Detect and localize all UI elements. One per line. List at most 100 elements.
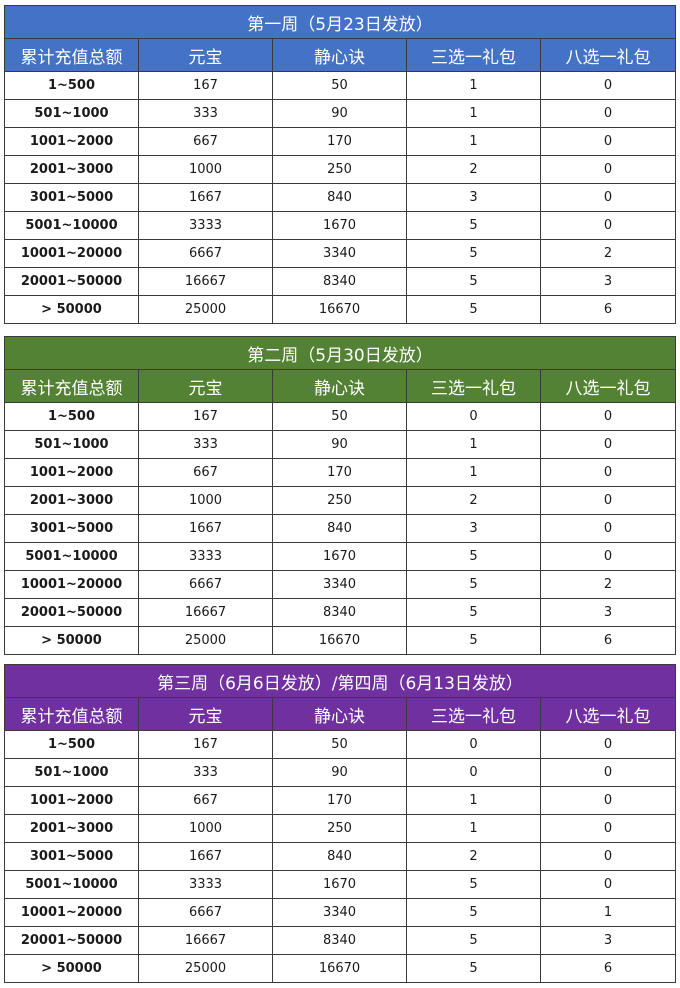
cell-yuanbao: 1000 xyxy=(138,486,273,515)
cell-jingxinjue: 8340 xyxy=(272,598,407,627)
column-header-yuanbao: 元宝 xyxy=(138,38,273,72)
cell-choose-one-of-eight: 2 xyxy=(539,570,677,599)
cell-jingxinjue: 16670 xyxy=(272,626,407,655)
cell-jingxinjue: 90 xyxy=(272,430,407,459)
cell-yuanbao: 25000 xyxy=(138,954,273,983)
table-row: 10001~20000 6667 3340 5 2 xyxy=(4,239,677,268)
cell-yuanbao: 667 xyxy=(138,786,273,815)
cell-yuanbao: 16667 xyxy=(138,926,273,955)
week1-rows: 1~500 167 50 1 0 501~1000 333 90 1 0 1001~2000 667 1… xyxy=(4,71,677,324)
cell-total-recharge: 1~500 xyxy=(4,730,139,759)
cell-total-recharge: 1001~2000 xyxy=(4,786,139,815)
cell-choose-one-of-eight: 0 xyxy=(539,211,677,240)
cell-jingxinjue: 250 xyxy=(272,155,407,184)
cell-choose-one-of-three: 1 xyxy=(406,430,541,459)
cell-choose-one-of-three: 0 xyxy=(406,730,541,759)
cell-total-recharge: 501~1000 xyxy=(4,758,139,787)
week3-rows: 1~500 167 50 0 0 501~1000 333 90 0 0 1001~2000 667 1… xyxy=(4,730,677,983)
table-row: 20001~50000 16667 8340 5 3 xyxy=(4,267,677,296)
cell-choose-one-of-eight: 0 xyxy=(539,758,677,787)
cell-choose-one-of-eight: 0 xyxy=(539,183,677,212)
week1-title: 第一周（5月23日发放） xyxy=(3,5,677,39)
cell-choose-one-of-eight: 6 xyxy=(539,295,677,324)
table-row: 5001~10000 3333 1670 5 0 xyxy=(4,870,677,899)
cell-choose-one-of-eight: 0 xyxy=(539,430,677,459)
table-row: 501~1000 333 90 1 0 xyxy=(4,99,677,128)
cell-yuanbao: 3333 xyxy=(138,211,273,240)
cell-choose-one-of-eight: 0 xyxy=(539,99,677,128)
column-header-jingxinjue: 静心诀 xyxy=(272,369,407,403)
table-row: 3001~5000 1667 840 2 0 xyxy=(4,842,677,871)
cell-yuanbao: 1000 xyxy=(138,155,273,184)
cell-choose-one-of-three: 1 xyxy=(406,71,541,100)
cell-choose-one-of-three: 5 xyxy=(406,598,541,627)
cell-choose-one-of-eight: 0 xyxy=(539,155,677,184)
cell-yuanbao: 167 xyxy=(138,730,273,759)
cell-total-recharge: 10001~20000 xyxy=(4,570,139,599)
cell-total-recharge: 5001~10000 xyxy=(4,542,139,571)
cell-yuanbao: 16667 xyxy=(138,598,273,627)
table-row: 1~500 167 50 0 0 xyxy=(4,402,677,431)
cell-choose-one-of-three: 0 xyxy=(406,758,541,787)
cell-total-recharge: 2001~3000 xyxy=(4,814,139,843)
cell-total-recharge: 501~1000 xyxy=(4,430,139,459)
cell-choose-one-of-three: 5 xyxy=(406,626,541,655)
column-header-total-recharge: 累计充值总额 xyxy=(4,38,139,72)
table-row: 10001~20000 6667 3340 5 2 xyxy=(4,570,677,599)
cell-choose-one-of-eight: 6 xyxy=(539,626,677,655)
cell-total-recharge: 20001~50000 xyxy=(4,267,139,296)
column-header-yuanbao: 元宝 xyxy=(138,697,273,731)
table-row: 501~1000 333 90 1 0 xyxy=(4,430,677,459)
cell-choose-one-of-three: 1 xyxy=(406,786,541,815)
cell-total-recharge: > 50000 xyxy=(4,626,139,655)
table-row: 501~1000 333 90 0 0 xyxy=(4,758,677,787)
cell-choose-one-of-eight: 3 xyxy=(539,267,677,296)
table-row: 20001~50000 16667 8340 5 3 xyxy=(4,926,677,955)
column-header-choose-one-of-eight: 八选一礼包 xyxy=(539,697,677,731)
cell-yuanbao: 1667 xyxy=(138,183,273,212)
table-row: 10001~20000 6667 3340 5 1 xyxy=(4,898,677,927)
column-header-total-recharge: 累计充值总额 xyxy=(4,369,139,403)
cell-total-recharge: 1~500 xyxy=(4,71,139,100)
cell-yuanbao: 333 xyxy=(138,430,273,459)
cell-total-recharge: 10001~20000 xyxy=(4,239,139,268)
cell-total-recharge: > 50000 xyxy=(4,954,139,983)
cell-choose-one-of-three: 5 xyxy=(406,542,541,571)
cell-total-recharge: 1001~2000 xyxy=(4,127,139,156)
column-header-choose-one-of-three: 三选一礼包 xyxy=(406,369,541,403)
cell-total-recharge: 501~1000 xyxy=(4,99,139,128)
week3-table: 第三周（6月6日发放）/第四周（6月13日发放） 累计充值总额 元宝 静心诀 三… xyxy=(3,664,677,983)
cell-jingxinjue: 90 xyxy=(272,99,407,128)
cell-choose-one-of-three: 5 xyxy=(406,570,541,599)
cell-total-recharge: 20001~50000 xyxy=(4,598,139,627)
table-row: 2001~3000 1000 250 1 0 xyxy=(4,814,677,843)
column-header-choose-one-of-three: 三选一礼包 xyxy=(406,38,541,72)
cell-choose-one-of-eight: 0 xyxy=(539,870,677,899)
table-row: 2001~3000 1000 250 2 0 xyxy=(4,155,677,184)
cell-jingxinjue: 250 xyxy=(272,486,407,515)
table-row: 5001~10000 3333 1670 5 0 xyxy=(4,542,677,571)
cell-yuanbao: 333 xyxy=(138,99,273,128)
cell-choose-one-of-eight: 0 xyxy=(539,458,677,487)
week2-title: 第二周（5月30日发放） xyxy=(3,336,677,370)
table-row: 1~500 167 50 0 0 xyxy=(4,730,677,759)
table-row: 5001~10000 3333 1670 5 0 xyxy=(4,211,677,240)
cell-yuanbao: 6667 xyxy=(138,239,273,268)
table-row: 1~500 167 50 1 0 xyxy=(4,71,677,100)
week2-table: 第二周（5月30日发放） 累计充值总额 元宝 静心诀 三选一礼包 八选一礼包 1… xyxy=(3,336,677,655)
cell-choose-one-of-three: 5 xyxy=(406,926,541,955)
cell-jingxinjue: 170 xyxy=(272,127,407,156)
table-row: 1001~2000 667 170 1 0 xyxy=(4,127,677,156)
table-row: 1001~2000 667 170 1 0 xyxy=(4,458,677,487)
cell-total-recharge: 1~500 xyxy=(4,402,139,431)
cell-jingxinjue: 3340 xyxy=(272,898,407,927)
table-row: 3001~5000 1667 840 3 0 xyxy=(4,514,677,543)
cell-yuanbao: 1667 xyxy=(138,514,273,543)
cell-choose-one-of-eight: 3 xyxy=(539,926,677,955)
cell-yuanbao: 6667 xyxy=(138,570,273,599)
cell-jingxinjue: 3340 xyxy=(272,570,407,599)
cell-jingxinjue: 50 xyxy=(272,730,407,759)
cell-choose-one-of-three: 1 xyxy=(406,127,541,156)
cell-choose-one-of-three: 3 xyxy=(406,514,541,543)
cell-yuanbao: 16667 xyxy=(138,267,273,296)
